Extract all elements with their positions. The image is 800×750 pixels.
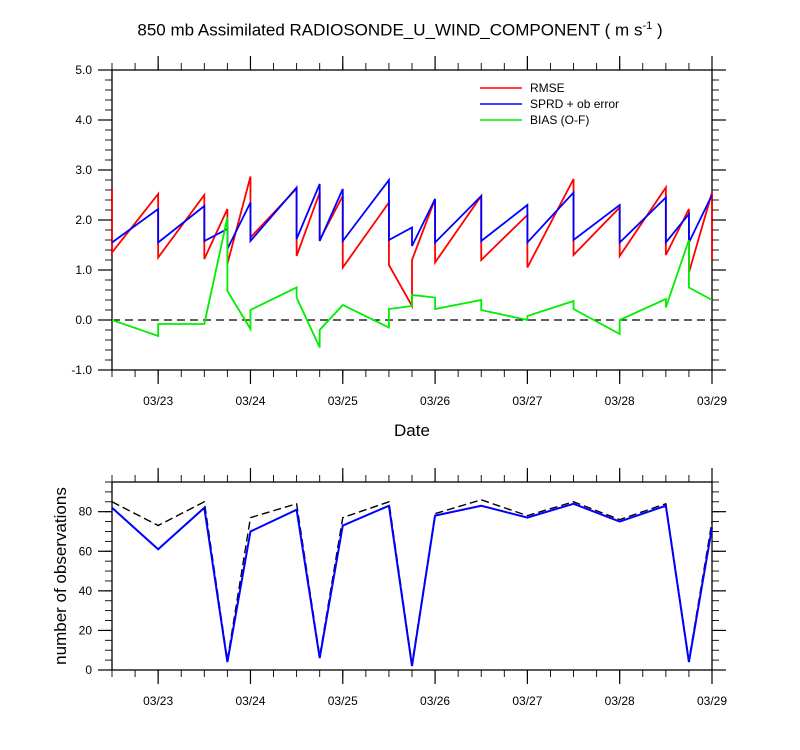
bottom-x-tick-label: 03/24: [235, 694, 265, 708]
x-tick-label: 03/29: [697, 394, 727, 408]
y-tick-label: 0.0: [75, 313, 92, 327]
legend-label-bias: BIAS (O-F): [530, 113, 589, 127]
x-tick-label: 03/26: [420, 394, 450, 408]
bottom-series-group: [111, 499, 713, 667]
bottom-y-axis-title: number of observations: [51, 487, 70, 665]
bottom-y-tick-label: 80: [79, 505, 93, 519]
chart-title-main: 850 mb Assimilated RADIOSONDE_U_WIND_COM…: [137, 20, 643, 40]
y-tick-label: 1.0: [75, 263, 92, 277]
x-tick-label: 03/23: [143, 394, 173, 408]
bottom-x-tick-label: 03/23: [143, 694, 173, 708]
obs-used-line: [111, 502, 713, 667]
y-tick-label: 5.0: [75, 63, 92, 77]
x-tick-label: 03/25: [328, 394, 358, 408]
top-series-group: [111, 176, 713, 348]
x-tick-label: 03/24: [235, 394, 265, 408]
top-x-axis-title: Date: [394, 421, 430, 440]
bottom-y-tick-label: 20: [79, 623, 93, 637]
series-line-rmse: [111, 176, 713, 310]
bottom-panel: 0 20 40 60 80 03/23 03/24 03/25 03/26 03/27 03/28 0…: [51, 468, 727, 708]
series-line-sprd: [111, 177, 713, 250]
y-tick-label: 4.0: [75, 113, 92, 127]
bottom-x-tick-label: 03/26: [420, 694, 450, 708]
x-tick-label: 03/28: [605, 394, 635, 408]
y-tick-label: -1.0: [71, 363, 92, 377]
y-tick-label: 3.0: [75, 163, 92, 177]
top-panel: -1.0 0.0 1.0 2.0 3.0 4.0 5.0 03/23 03/24 03/25 03/…: [71, 56, 727, 440]
obs-possible-line: [111, 499, 713, 665]
bottom-tick-group: 0 20 40 60 80 03/23 03/24 03/25 03/26 03/27 03/28 0…: [79, 468, 727, 708]
top-tick-group: -1.0 0.0 1.0 2.0 3.0 4.0 5.0 03/23 03/24 03/25 03/…: [71, 56, 727, 408]
bottom-x-tick-label: 03/27: [512, 694, 542, 708]
legend: RMSE SPRD + ob error BIAS (O-F): [480, 81, 619, 127]
series-line-bias: [111, 217, 713, 348]
bottom-y-tick-label: 60: [79, 544, 93, 558]
chart-title: 850 mb Assimilated RADIOSONDE_U_WIND_COM…: [0, 20, 800, 41]
top-plot-frame: [111, 69, 713, 371]
bottom-x-tick-label: 03/28: [605, 694, 635, 708]
y-tick-label: 2.0: [75, 213, 92, 227]
bottom-x-tick-label: 03/29: [697, 694, 727, 708]
x-tick-label: 03/27: [512, 394, 542, 408]
legend-label-sprd: SPRD + ob error: [530, 97, 619, 111]
bottom-y-tick-label: 40: [79, 584, 93, 598]
chart-title-superscript: -1: [642, 20, 653, 32]
legend-label-rmse: RMSE: [530, 81, 565, 95]
bottom-y-tick-label: 0: [85, 663, 92, 677]
bottom-x-tick-label: 03/25: [328, 694, 358, 708]
chart-title-end: ): [652, 20, 663, 40]
